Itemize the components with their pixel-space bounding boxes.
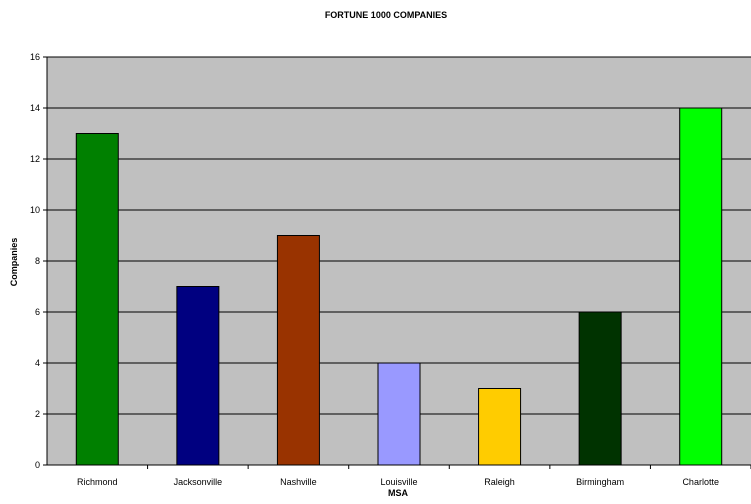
x-axis-ticks: Richmond Jacksonville Nashville Louisville R… [77, 465, 751, 487]
x-tick-label: Birmingham [576, 477, 624, 487]
bar-jacksonville [176, 286, 220, 466]
y-tick-label: 14 [30, 103, 40, 113]
x-tick-label: Louisville [380, 477, 417, 487]
x-axis-title: MSA [388, 488, 409, 498]
y-tick-label: 6 [35, 307, 40, 317]
y-tick-label: 8 [35, 256, 40, 266]
bar-charlotte [679, 107, 723, 466]
bar-louisville [377, 362, 421, 466]
bar-birmingham [578, 311, 622, 466]
x-tick-label: Charlotte [682, 477, 719, 487]
y-axis-title: Companies [9, 238, 19, 287]
y-tick-label: 10 [30, 205, 40, 215]
x-tick-label: Jacksonville [174, 477, 223, 487]
y-tick-label: 12 [30, 154, 40, 164]
y-tick-label: 0 [35, 460, 40, 470]
bars [75, 107, 723, 466]
y-tick-label: 4 [35, 358, 40, 368]
bar-nashville [276, 235, 320, 466]
x-tick-label: Raleigh [484, 477, 515, 487]
y-tick-label: 16 [30, 52, 40, 62]
x-tick-label: Richmond [77, 477, 118, 487]
y-tick-label: 2 [35, 409, 40, 419]
x-tick-label: Nashville [280, 477, 317, 487]
y-axis-ticks: 0 2 4 6 8 10 12 14 16 [30, 52, 47, 470]
bar-richmond [75, 133, 119, 466]
chart-title: FORTUNE 1000 COMPANIES [325, 10, 447, 20]
bar-raleigh [478, 388, 522, 466]
